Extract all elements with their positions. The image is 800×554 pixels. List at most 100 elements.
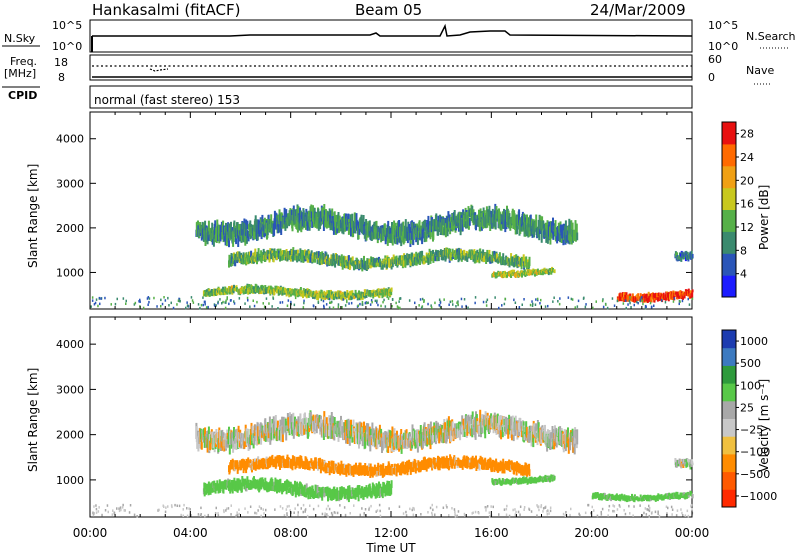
echo-cell [370, 492, 373, 498]
echo-cell [560, 235, 563, 243]
echo-cell [284, 418, 287, 433]
echo-cell [220, 435, 223, 448]
echo-cell [687, 288, 690, 294]
echo-cell [534, 271, 537, 274]
echo-cell [379, 464, 382, 472]
echo-cell [576, 429, 579, 445]
scatter-cell [624, 299, 627, 302]
echo-cell [370, 257, 373, 266]
echo-cell [536, 269, 539, 275]
scatter-cell [156, 305, 158, 308]
echo-cell [397, 231, 400, 243]
echo-cell [523, 269, 526, 274]
scatter-cell [641, 299, 644, 302]
echo-cell [349, 290, 352, 297]
scatter-cell [178, 297, 180, 301]
echo-cell [253, 459, 256, 466]
echo-cell [538, 272, 541, 275]
echo-cell [233, 427, 235, 441]
echo-cell [310, 250, 313, 257]
scatter-cell [602, 298, 604, 301]
echo-cell [511, 429, 513, 441]
scatter-cell [146, 297, 149, 300]
echo-cell [432, 226, 435, 240]
echo-cell [322, 466, 325, 472]
scatter-cell [252, 299, 254, 302]
echo-cell [266, 219, 269, 236]
echo-cell [525, 463, 528, 470]
cpid-strip-frame [89, 85, 693, 109]
scatter-cell [455, 305, 457, 308]
scatter-cell [539, 302, 541, 305]
echo-cell [228, 231, 230, 248]
echo-cell [270, 286, 273, 291]
echo-cell [501, 464, 504, 474]
echo-cell [472, 424, 475, 435]
echo-cell [371, 232, 374, 239]
nsky-label: N.Sky [4, 32, 36, 45]
scatter-cell [687, 297, 689, 301]
echo-cell [507, 481, 510, 485]
nsearch-tick-top: 10^5 [708, 19, 738, 32]
echo-cell [294, 426, 297, 436]
scatter-cell [391, 298, 394, 301]
echo-cell [256, 463, 259, 470]
echo-cell [230, 285, 233, 292]
echo-cell [318, 211, 321, 221]
echo-cell [402, 221, 405, 233]
echo-cell [228, 254, 231, 262]
echo-cell [281, 416, 284, 434]
echo-cell [306, 250, 309, 258]
echo-cell [331, 208, 334, 222]
echo-cell [327, 429, 330, 437]
scatter-cell [418, 304, 420, 307]
echo-cell [372, 289, 375, 293]
echo-cell [263, 430, 266, 441]
echo-cell [494, 465, 497, 471]
echo-cell [312, 253, 314, 257]
echo-cell [682, 293, 684, 300]
scatter-cell [323, 304, 325, 308]
echo-cell [284, 222, 287, 231]
echo-cell [320, 290, 323, 295]
echo-cell [536, 268, 539, 272]
echo-cell [304, 249, 306, 256]
scatter-cell [142, 306, 145, 310]
echo-cell [216, 480, 219, 489]
echo-cell [516, 270, 519, 274]
scatter-cell [224, 306, 227, 310]
echo-cell [236, 222, 239, 237]
echo-cell [342, 487, 345, 493]
scatter-cell [361, 300, 364, 304]
echo-cell [413, 253, 416, 260]
echo-cell [296, 217, 299, 233]
echo-cell [479, 215, 482, 232]
echo-cell [268, 254, 271, 261]
echo-cell [387, 488, 390, 496]
scatter-cell [366, 301, 368, 305]
nsky-tick-top: 10^5 [52, 19, 82, 32]
echo-cell [261, 214, 264, 227]
echo-cell [299, 255, 301, 260]
scatter-cell [380, 304, 382, 308]
nave-tick-bottom: 0 [708, 71, 715, 84]
echo-cell [249, 460, 252, 465]
echo-cell [522, 421, 525, 430]
echo-cell [331, 294, 334, 300]
scatter-cell [222, 300, 224, 304]
nsearch-tick-bottom: 10^0 [708, 40, 738, 53]
scatter-cell [204, 303, 206, 306]
echo-cell [506, 274, 508, 278]
echo-cell [376, 488, 378, 498]
echo-cell [247, 428, 250, 438]
echo-cell [260, 458, 263, 465]
scatter-cell [438, 304, 440, 307]
echo-cell [403, 432, 406, 440]
echo-cell [339, 256, 342, 260]
echo-cell [551, 426, 554, 443]
echo-cell [361, 431, 364, 447]
echo-cell [431, 464, 434, 471]
echo-cell [278, 220, 281, 233]
echo-cell [389, 227, 392, 234]
echo-cell [268, 482, 271, 489]
